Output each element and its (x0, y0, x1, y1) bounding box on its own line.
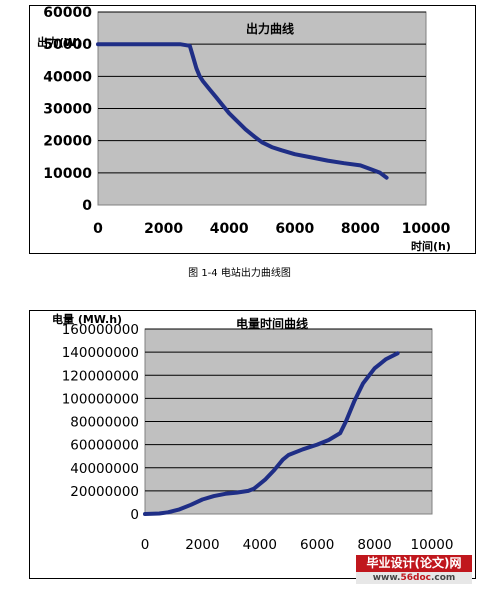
watermark-title: 毕业设计(论文)网 (356, 555, 472, 572)
output-curve-chart: 0 10000 20000 30000 40000 50000 60000 0 2000 4000… (37, 5, 451, 253)
energy-chart-title: 电量时间曲线 (236, 316, 308, 331)
energy-chart-y-tick-label: 0 (130, 507, 139, 523)
energy-chart-x-tick-label: 0 (141, 537, 150, 553)
energy-time-curve-chart: 0 20000000 40000000 60000000 80000000 1000000… (52, 312, 454, 553)
energy-chart-y-tick-label: 20000000 (70, 484, 139, 500)
energy-chart-x-tick-label: 2000 (185, 537, 219, 553)
energy-chart-x-tick-label: 10000 (411, 537, 454, 553)
energy-chart-y-tick-label: 60000000 (70, 438, 139, 454)
output-chart-y-tick-label: 30000 (43, 102, 92, 118)
chart-panel-energy: 0 20000000 40000000 60000000 80000000 1000000… (29, 310, 476, 579)
watermark-url: www.56doc.com (356, 572, 472, 584)
watermark-url-domain: 56doc (400, 573, 431, 583)
energy-chart-y-tick-label: 100000000 (62, 391, 139, 407)
watermark-url-suffix: .com (430, 573, 456, 583)
output-chart-y-tick-label: 60000 (43, 5, 92, 21)
output-chart-series-line (96, 42, 389, 180)
output-chart-y-tick-label: 20000 (43, 134, 92, 150)
output-chart-y-axis-label: 出力(W) (37, 35, 81, 49)
output-chart-y-tick-label: 0 (82, 198, 92, 214)
watermark-url-prefix: www. (372, 573, 401, 583)
energy-chart-y-tick-label: 140000000 (62, 345, 139, 361)
output-chart-title: 出力曲线 (246, 21, 294, 36)
figure-caption: 图 1-4 电站出力曲线图 (188, 268, 291, 279)
output-chart-x-tick-label: 4000 (210, 221, 249, 237)
energy-chart-y-tick-label: 120000000 (62, 368, 139, 384)
output-chart-x-tick-label: 8000 (341, 221, 380, 237)
output-chart-y-tick-label: 10000 (43, 166, 92, 182)
output-chart-x-axis-label: 时间(h) (411, 239, 451, 253)
output-chart-x-tick-label: 10000 (402, 221, 451, 237)
output-chart-y-tick-label: 50000 (43, 37, 92, 53)
output-chart-x-tick-label: 2000 (144, 221, 183, 237)
output-chart-x-tick-label: 6000 (275, 221, 314, 237)
energy-chart-y-axis-label: 电量 (MW.h) (52, 312, 122, 326)
energy-chart-y-tick-label: 160000000 (62, 322, 139, 338)
energy-chart-y-tick-label: 80000000 (70, 415, 139, 431)
energy-chart-x-tick-label: 6000 (300, 537, 334, 553)
chart-panel-output: 0 10000 20000 30000 40000 50000 60000 0 2000 4000… (29, 5, 476, 254)
output-chart-x-tick-label: 0 (93, 221, 103, 237)
energy-chart-x-tick-label: 4000 (243, 537, 277, 553)
energy-chart-series-line (143, 351, 400, 516)
energy-chart-y-tick-label: 40000000 (70, 461, 139, 477)
site-watermark: 毕业设计(论文)网 www.56doc.com (356, 555, 472, 585)
output-chart-y-tick-label: 40000 (43, 69, 92, 85)
energy-chart-x-tick-label: 8000 (357, 537, 391, 553)
